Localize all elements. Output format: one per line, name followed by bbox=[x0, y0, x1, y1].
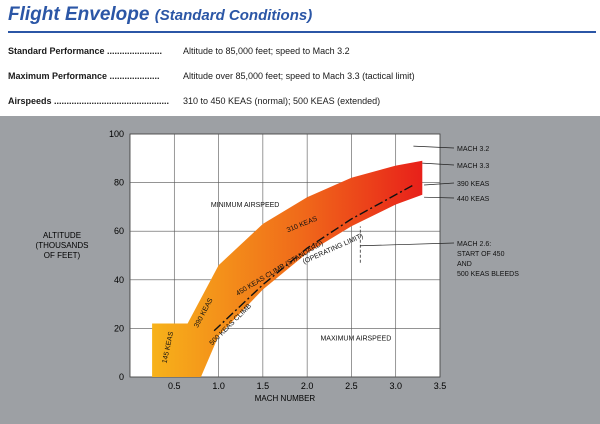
y-axis-label-line: OF FEET) bbox=[44, 251, 81, 260]
y-axis-label-line: ALTITUDE bbox=[43, 231, 81, 240]
callout-label-line: START OF 450 bbox=[457, 251, 505, 258]
callout-label-line: AND bbox=[457, 261, 472, 268]
callout-leader bbox=[422, 162, 455, 166]
spec-label: Standard Performance ...................… bbox=[8, 46, 163, 56]
x-tick-label: 1.5 bbox=[257, 381, 270, 391]
x-tick-label: 3.5 bbox=[434, 381, 447, 391]
spec-airspeeds: Airspeeds ..............................… bbox=[8, 96, 380, 106]
envelope-band bbox=[152, 160, 423, 377]
spec-label: Airspeeds ..............................… bbox=[8, 96, 170, 106]
callout-leader bbox=[424, 196, 455, 199]
x-axis-label: MACH NUMBER bbox=[255, 394, 316, 403]
annotation-label: MAXIMUM AIRSPEED bbox=[320, 336, 391, 343]
title-main: Flight Envelope bbox=[8, 4, 150, 25]
spec-value: 310 to 450 KEAS (normal); 500 KEAS (exte… bbox=[183, 96, 381, 106]
flight-envelope-chart: 0.5 1.0 1.5 2.0 2.5 3.0 3.5 0 20 40 60 80 100 MINIMU… bbox=[36, 129, 520, 403]
spec-value: Altitude to 85,000 feet; speed to Mach 3… bbox=[183, 46, 350, 56]
x-tick-label: 0.5 bbox=[168, 381, 181, 391]
callout-leader bbox=[424, 182, 455, 186]
callout-label-line: 500 KEAS BLEEDS bbox=[457, 271, 519, 278]
y-tick-label: 80 bbox=[114, 178, 124, 188]
callout-label: MACH 3.2 bbox=[457, 146, 489, 153]
x-tick-label: 2.0 bbox=[301, 381, 314, 391]
x-tick-label: 2.5 bbox=[345, 381, 358, 391]
spec-label: Maximum Performance .................... bbox=[8, 71, 160, 81]
callout-leader bbox=[360, 242, 455, 247]
title-subtitle: (Standard Conditions) bbox=[154, 7, 313, 24]
chart-title: Flight Envelope (Standard Conditions) bbox=[8, 4, 312, 26]
callout-leader bbox=[413, 145, 455, 149]
operating-limit-line bbox=[213, 184, 414, 332]
y-axis-label: ALTITUDE (THOUSANDS OF FEET) bbox=[36, 231, 89, 260]
spec-standard-performance: Standard Performance ...................… bbox=[8, 46, 350, 56]
callout-label: 440 KEAS bbox=[457, 196, 490, 203]
callout-label: MACH 3.3 bbox=[457, 163, 489, 170]
callout-label: 390 KEAS bbox=[457, 181, 490, 188]
x-tick-label: 3.0 bbox=[389, 381, 402, 391]
y-tick-label: 40 bbox=[114, 275, 124, 285]
spec-value: Altitude over 85,000 feet; speed to Mach… bbox=[183, 71, 415, 81]
spec-maximum-performance: Maximum Performance ....................… bbox=[8, 71, 415, 81]
axis-ticks: 0.5 1.0 1.5 2.0 2.5 3.0 3.5 0 20 40 60 80 100 bbox=[109, 129, 446, 391]
y-tick-label: 60 bbox=[114, 226, 124, 236]
callouts: MACH 3.2 MACH 3.3 390 KEAS 440 KEAS MACH 2.6… bbox=[360, 145, 519, 278]
title-rule bbox=[8, 31, 596, 33]
annotation-label: MINIMUM AIRSPEED bbox=[211, 202, 279, 209]
y-tick-label: 20 bbox=[114, 323, 124, 333]
x-tick-label: 1.0 bbox=[212, 381, 225, 391]
y-axis-label-line: (THOUSANDS bbox=[36, 241, 89, 250]
callout-label: MACH 2.6: bbox=[457, 241, 491, 248]
y-tick-label: 100 bbox=[109, 129, 124, 139]
y-tick-label: 0 bbox=[119, 372, 124, 382]
